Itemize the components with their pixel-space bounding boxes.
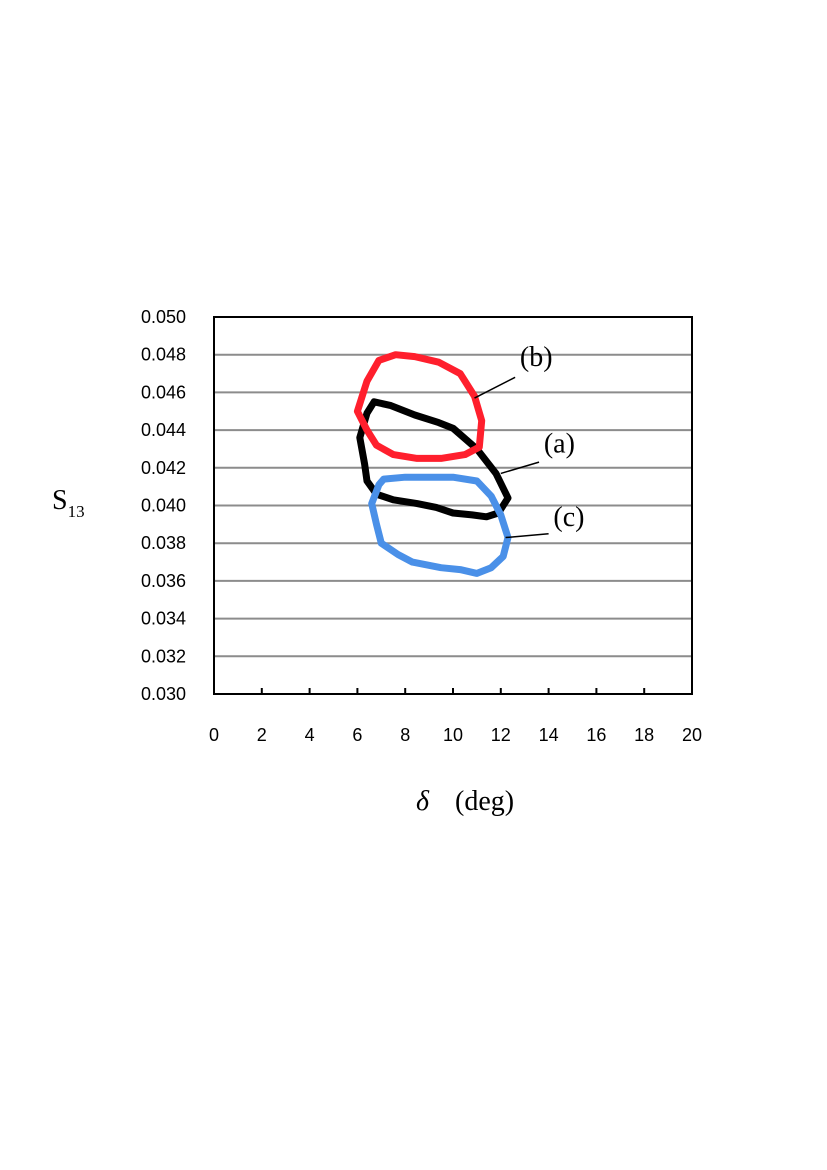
x-tick-label: 14: [539, 725, 559, 745]
y-tick-label: 0.040: [141, 496, 186, 516]
x-axis-ticks: 0 2 4 6 8 10 12 14 16 18 20: [209, 688, 702, 745]
series-label-a: (a): [544, 429, 575, 460]
y-tick-label: 0.050: [141, 307, 186, 327]
leader-line-b: [474, 376, 516, 399]
y-axis-ticks: 0.030 0.032 0.034 0.036 0.038 0.040 0.042 0.044…: [141, 307, 186, 704]
y-tick-label: 0.042: [141, 458, 186, 478]
series-label-b: (b): [520, 342, 553, 373]
x-tick-label: 4: [305, 725, 315, 745]
y-tick-label: 0.034: [141, 609, 186, 629]
x-tick-label: 10: [443, 725, 463, 745]
x-axis-label-symbol: δ: [416, 786, 430, 817]
y-tick-label: 0.038: [141, 533, 186, 553]
y-axis-label-main: S: [52, 485, 68, 516]
x-tick-label: 2: [257, 725, 267, 745]
series-labels: (a) (b) (c): [474, 342, 584, 539]
x-tick-label: 12: [491, 725, 511, 745]
x-tick-label: 16: [586, 725, 606, 745]
contour-series: [353, 351, 512, 577]
x-tick-label: 20: [682, 725, 702, 745]
y-tick-label: 0.044: [141, 420, 186, 440]
x-tick-label: 8: [400, 725, 410, 745]
y-tick-label: 0.046: [141, 382, 186, 402]
x-axis-label: δ (deg): [416, 786, 514, 817]
x-tick-label: 6: [352, 725, 362, 745]
y-tick-label: 0.036: [141, 571, 186, 591]
y-axis-label: S13: [52, 485, 85, 521]
contour-c: [368, 473, 512, 577]
x-tick-label: 18: [634, 725, 654, 745]
y-axis-label-sub: 13: [68, 502, 85, 521]
series-label-c: (c): [553, 502, 584, 533]
x-axis-label-unit: (deg): [455, 786, 514, 817]
contour-a: [356, 398, 512, 521]
y-tick-label: 0.030: [141, 684, 186, 704]
x-tick-label: 0: [209, 725, 219, 745]
leader-line-c: [505, 533, 549, 539]
leader-line-a: [500, 461, 540, 475]
y-tick-label: 0.032: [141, 646, 186, 666]
y-tick-label: 0.048: [141, 345, 186, 365]
contour-b: [353, 351, 486, 462]
grid-lines: [214, 353, 692, 658]
